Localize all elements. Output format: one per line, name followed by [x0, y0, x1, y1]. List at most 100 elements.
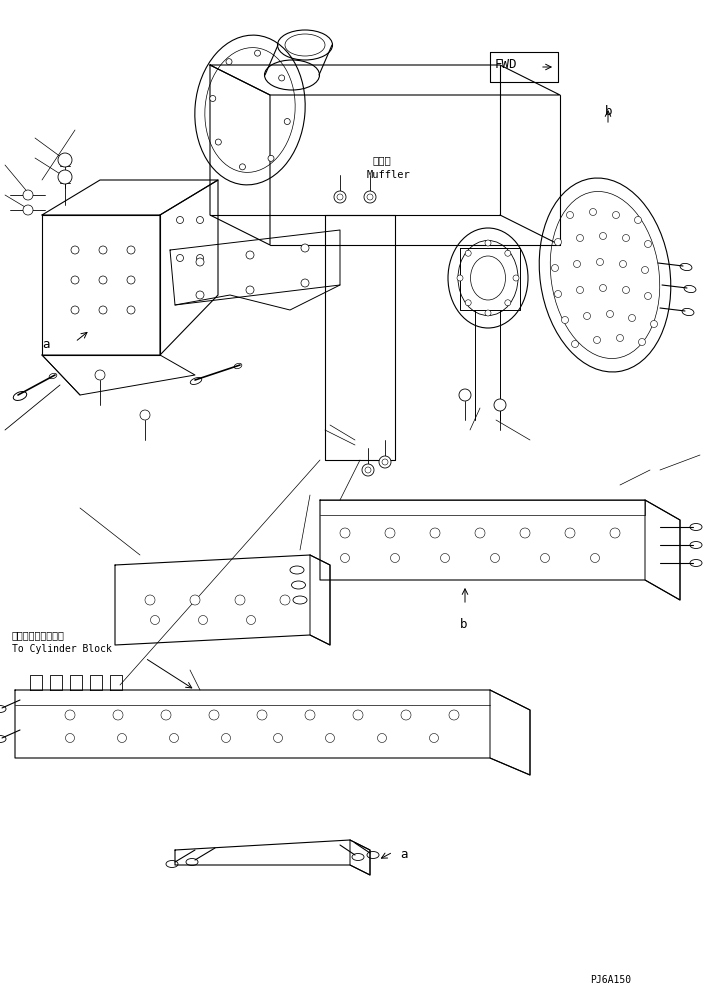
Circle shape: [268, 155, 274, 161]
Circle shape: [71, 246, 79, 254]
Circle shape: [196, 258, 204, 266]
Circle shape: [118, 734, 126, 742]
Circle shape: [353, 710, 363, 720]
Circle shape: [246, 286, 254, 294]
Circle shape: [301, 244, 309, 252]
Circle shape: [255, 50, 261, 56]
Circle shape: [170, 734, 178, 742]
Text: マフラ: マフラ: [372, 155, 391, 165]
Circle shape: [279, 75, 284, 81]
Circle shape: [145, 595, 155, 605]
Circle shape: [593, 337, 601, 344]
Circle shape: [628, 315, 635, 322]
Circle shape: [176, 217, 183, 224]
Circle shape: [364, 191, 376, 203]
Circle shape: [645, 292, 651, 300]
Circle shape: [326, 734, 334, 742]
Circle shape: [99, 306, 107, 314]
Circle shape: [610, 528, 620, 538]
Circle shape: [457, 275, 463, 281]
Circle shape: [341, 553, 349, 562]
Circle shape: [65, 710, 75, 720]
Circle shape: [606, 311, 614, 318]
Circle shape: [340, 528, 350, 538]
Circle shape: [612, 212, 619, 219]
Circle shape: [379, 456, 391, 468]
Circle shape: [565, 528, 575, 538]
Text: b: b: [605, 105, 612, 118]
Circle shape: [215, 139, 222, 146]
Circle shape: [71, 306, 79, 314]
Circle shape: [246, 616, 256, 625]
Circle shape: [58, 170, 72, 184]
Circle shape: [513, 275, 519, 281]
Circle shape: [362, 464, 374, 476]
Circle shape: [430, 734, 438, 742]
Circle shape: [99, 276, 107, 284]
Text: a: a: [400, 848, 407, 861]
Circle shape: [465, 250, 471, 256]
Circle shape: [378, 734, 386, 742]
Circle shape: [599, 233, 606, 240]
Circle shape: [440, 553, 450, 562]
Circle shape: [459, 389, 471, 401]
Circle shape: [391, 553, 399, 562]
Circle shape: [66, 734, 74, 742]
Circle shape: [209, 710, 219, 720]
Circle shape: [113, 710, 123, 720]
Circle shape: [210, 95, 216, 102]
Circle shape: [367, 194, 373, 200]
Circle shape: [589, 209, 596, 216]
Circle shape: [305, 710, 315, 720]
Circle shape: [196, 254, 204, 261]
Circle shape: [617, 335, 624, 342]
Circle shape: [401, 710, 411, 720]
Text: FWD: FWD: [495, 58, 518, 71]
Circle shape: [190, 595, 200, 605]
Circle shape: [485, 310, 491, 316]
Circle shape: [622, 235, 630, 242]
Circle shape: [95, 370, 105, 380]
Circle shape: [520, 528, 530, 538]
Circle shape: [596, 258, 604, 265]
Circle shape: [23, 190, 33, 200]
Circle shape: [382, 459, 388, 465]
Circle shape: [150, 616, 160, 625]
Text: PJ6A150: PJ6A150: [590, 975, 631, 985]
Circle shape: [337, 194, 343, 200]
Circle shape: [485, 240, 491, 246]
Circle shape: [274, 734, 282, 742]
Circle shape: [562, 317, 568, 324]
Circle shape: [645, 241, 651, 248]
Circle shape: [176, 254, 183, 261]
Circle shape: [257, 710, 267, 720]
Circle shape: [505, 300, 510, 306]
Text: To Cylinder Block: To Cylinder Block: [12, 644, 112, 654]
Circle shape: [599, 284, 606, 291]
Circle shape: [127, 276, 135, 284]
Circle shape: [235, 595, 245, 605]
Circle shape: [199, 616, 207, 625]
Circle shape: [638, 339, 645, 346]
Circle shape: [583, 313, 591, 320]
Circle shape: [494, 399, 506, 411]
Circle shape: [449, 710, 459, 720]
Circle shape: [573, 260, 580, 267]
Circle shape: [222, 734, 230, 742]
Circle shape: [127, 246, 135, 254]
Circle shape: [591, 553, 599, 562]
Circle shape: [284, 119, 290, 125]
Circle shape: [240, 163, 245, 170]
Circle shape: [541, 553, 549, 562]
Circle shape: [246, 251, 254, 259]
Circle shape: [552, 264, 559, 271]
Circle shape: [140, 410, 150, 420]
Circle shape: [635, 217, 642, 224]
Circle shape: [619, 260, 627, 267]
Text: シリンダブロックへ: シリンダブロックへ: [12, 630, 65, 640]
Circle shape: [576, 286, 583, 293]
Circle shape: [71, 276, 79, 284]
Circle shape: [505, 250, 510, 256]
Circle shape: [572, 341, 578, 347]
Circle shape: [196, 217, 204, 224]
